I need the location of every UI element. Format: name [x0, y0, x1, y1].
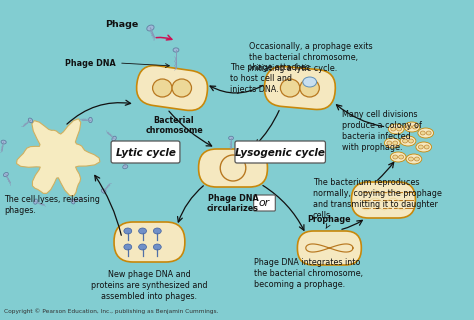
Text: Occasionally, a prophage exits
the bacterial chromosome,
initiating a lytic cycl: Occasionally, a prophage exits the bacte…	[249, 42, 373, 73]
Ellipse shape	[147, 25, 154, 31]
Text: Many cell divisions
produce a colony of
bacteria infected
with prophage.: Many cell divisions produce a colony of …	[342, 110, 422, 152]
Text: New phage DNA and
proteins are synthesized and
assembled into phages.: New phage DNA and proteins are synthesiz…	[91, 270, 208, 301]
Ellipse shape	[424, 145, 429, 149]
Ellipse shape	[416, 142, 432, 152]
Ellipse shape	[89, 117, 92, 123]
Ellipse shape	[400, 136, 416, 146]
Ellipse shape	[123, 165, 128, 169]
Text: Prophage: Prophage	[308, 215, 351, 224]
Ellipse shape	[418, 128, 434, 138]
Ellipse shape	[34, 199, 37, 204]
Ellipse shape	[407, 125, 411, 129]
Ellipse shape	[28, 118, 33, 123]
FancyBboxPatch shape	[254, 195, 275, 211]
Ellipse shape	[154, 244, 161, 250]
Ellipse shape	[409, 139, 413, 143]
Ellipse shape	[154, 228, 161, 234]
FancyBboxPatch shape	[137, 66, 208, 110]
Ellipse shape	[172, 79, 191, 97]
FancyBboxPatch shape	[114, 222, 185, 262]
Ellipse shape	[153, 79, 172, 97]
FancyBboxPatch shape	[111, 141, 180, 163]
FancyBboxPatch shape	[235, 141, 326, 163]
Ellipse shape	[387, 141, 392, 145]
Text: Lysogenic cycle: Lysogenic cycle	[235, 148, 325, 158]
Ellipse shape	[138, 228, 146, 234]
Text: Lytic cycle: Lytic cycle	[116, 148, 175, 158]
Ellipse shape	[390, 152, 406, 162]
Ellipse shape	[303, 77, 317, 87]
Text: Phage DNA integrates into
the bacterial chromosome,
becoming a prophage.: Phage DNA integrates into the bacterial …	[254, 258, 363, 289]
FancyBboxPatch shape	[199, 149, 267, 187]
Text: Copyright © Pearson Education, Inc., publishing as Benjamin Cummings.: Copyright © Pearson Education, Inc., pub…	[4, 308, 219, 314]
Ellipse shape	[399, 155, 403, 159]
Ellipse shape	[124, 244, 132, 250]
Text: Bacterial
chromosome: Bacterial chromosome	[145, 116, 203, 135]
Ellipse shape	[391, 127, 396, 131]
Ellipse shape	[393, 141, 398, 145]
Ellipse shape	[420, 131, 425, 135]
FancyBboxPatch shape	[297, 231, 361, 265]
Ellipse shape	[228, 136, 234, 140]
Ellipse shape	[1, 140, 6, 144]
Ellipse shape	[173, 48, 179, 52]
Ellipse shape	[406, 154, 422, 164]
Text: Phage DNA
circularizes: Phage DNA circularizes	[207, 194, 259, 213]
Ellipse shape	[101, 189, 106, 193]
Ellipse shape	[402, 139, 408, 143]
Text: or: or	[259, 198, 270, 208]
Ellipse shape	[281, 79, 300, 97]
Polygon shape	[17, 119, 100, 196]
Ellipse shape	[124, 228, 132, 234]
Ellipse shape	[404, 122, 420, 132]
Ellipse shape	[300, 79, 319, 97]
Text: Phage: Phage	[105, 20, 138, 28]
Ellipse shape	[388, 124, 404, 134]
Ellipse shape	[112, 136, 116, 141]
Ellipse shape	[138, 244, 146, 250]
Ellipse shape	[393, 155, 398, 159]
Text: The phage attaches
to host cell and
injects DNA.: The phage attaches to host cell and inje…	[230, 63, 310, 94]
Text: The cell lyses, releasing
phages.: The cell lyses, releasing phages.	[4, 195, 100, 215]
Ellipse shape	[412, 125, 418, 129]
Ellipse shape	[426, 131, 431, 135]
Ellipse shape	[414, 157, 419, 161]
Text: The bacterium reproduces
normally, copying the prophage
and transmitting it to d: The bacterium reproduces normally, copyi…	[313, 178, 441, 220]
FancyBboxPatch shape	[352, 182, 415, 218]
Ellipse shape	[419, 145, 423, 149]
Ellipse shape	[3, 172, 9, 177]
FancyBboxPatch shape	[264, 67, 335, 109]
Ellipse shape	[397, 127, 401, 131]
Ellipse shape	[409, 157, 413, 161]
Ellipse shape	[71, 199, 75, 204]
Ellipse shape	[384, 138, 400, 148]
Text: Phage DNA: Phage DNA	[65, 59, 116, 68]
